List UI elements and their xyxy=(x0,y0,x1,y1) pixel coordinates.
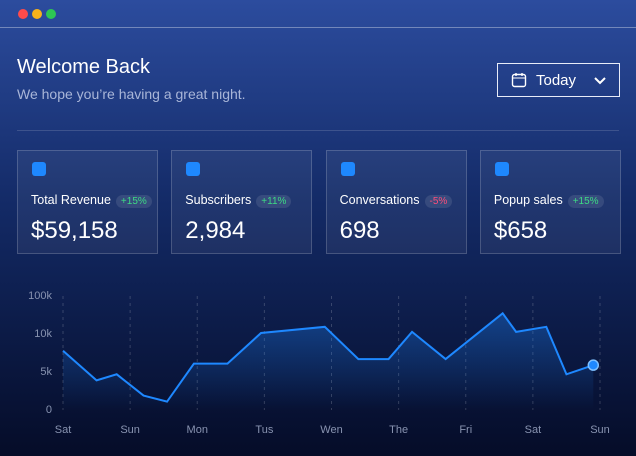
card-label-row: Subscribers +11% xyxy=(185,193,292,208)
card-label-row: Conversations -5% xyxy=(340,193,453,208)
button-label[interactable]: Today xyxy=(536,72,577,89)
card-value: 2,984 xyxy=(185,217,246,244)
x-tick-label: The xyxy=(389,424,408,436)
card-label-row: Total Revenue +15% xyxy=(31,193,152,208)
card-badge: -5% xyxy=(424,195,453,208)
card-icon xyxy=(340,162,355,176)
x-tick-label: Wen xyxy=(320,424,342,436)
y-tick-label: 0 xyxy=(46,404,52,416)
card-badge: +15% xyxy=(567,195,604,208)
divider xyxy=(17,130,619,131)
card-icon xyxy=(494,162,509,176)
x-tick-label: Sun xyxy=(590,424,610,436)
card-icon xyxy=(32,162,46,176)
calendar-icon xyxy=(511,73,527,88)
title: Welcome Back xyxy=(17,56,151,78)
window-dot xyxy=(18,9,28,19)
card-label: Total Revenue xyxy=(31,193,111,207)
date-button[interactable]: Today xyxy=(497,63,620,97)
stat-card: Total Revenue +15% $59,158 xyxy=(17,150,158,254)
card-value: $59,158 xyxy=(31,217,118,244)
card-label: Subscribers xyxy=(185,193,252,207)
card-value: 698 xyxy=(339,217,380,244)
y-tick-label: 5k xyxy=(40,366,52,378)
highlight-point xyxy=(587,359,600,371)
window-dot xyxy=(32,9,42,19)
x-tick-label: Sat xyxy=(525,424,542,436)
card-label: Popup sales xyxy=(493,193,563,207)
x-tick-label: Sat xyxy=(55,424,72,436)
stat-card: Popup sales +15% $658 xyxy=(479,150,621,254)
card-label-row: Popup sales +15% xyxy=(494,193,604,208)
chart: 0 5k 10k 100k Sat Sun Mon Tus Wen The Fri Sat Sun xyxy=(28,290,610,436)
chevron xyxy=(594,77,606,85)
stat-card: Conversations -5% 698 xyxy=(325,150,467,254)
card-badge: +15% xyxy=(115,195,152,208)
card-value: $658 xyxy=(493,217,548,244)
window-dot xyxy=(46,9,56,19)
x-tick-label: Fri xyxy=(459,424,472,436)
line xyxy=(62,311,594,403)
card-icon xyxy=(186,162,201,176)
y-tick-label: 10k xyxy=(34,328,52,340)
subtitle: We hope you’re having a great night. xyxy=(17,86,246,102)
card-badge: +11% xyxy=(256,195,292,208)
y-tick-label: 100k xyxy=(28,290,52,302)
x-tick-label: Sun xyxy=(120,424,140,436)
x-tick-label: Tus xyxy=(255,424,273,436)
divider xyxy=(0,27,636,28)
area xyxy=(63,313,594,410)
stat-card: Subscribers +11% 2,984 xyxy=(171,150,313,254)
card-label: Conversations xyxy=(339,193,420,207)
x-tick-label: Mon xyxy=(187,424,208,436)
